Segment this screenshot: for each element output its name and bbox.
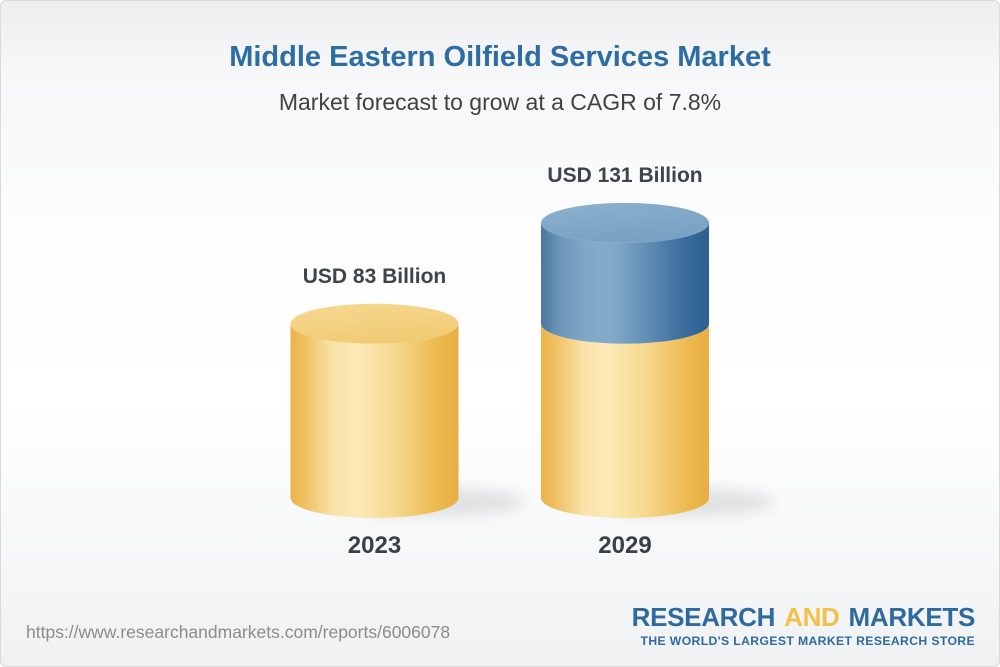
cylinder-segment-2023-0 <box>290 323 459 518</box>
logo-wordmark: RESEARCH AND MARKETS <box>631 602 976 632</box>
page-subtitle: Market forecast to grow at a CAGR of 7.8… <box>278 89 722 115</box>
research-and-markets-logo: RESEARCH AND MARKETS THE WORLD'S LARGEST… <box>631 602 976 649</box>
cylinder-segment-2029-0 <box>541 323 709 518</box>
page-title: Middle Eastern Oilfield Services Market <box>229 41 771 73</box>
logo-tagline: THE WORLD'S LARGEST MARKET RESEARCH STOR… <box>640 634 975 648</box>
logo-word-and: AND <box>784 602 840 632</box>
report-url-link[interactable]: https://www.researchandmarkets.com/repor… <box>26 622 451 642</box>
cylinder-segment-2029-1 <box>541 222 709 344</box>
cylinder-top-2023 <box>290 303 459 344</box>
bar-value-label-2023: USD 83 Billion <box>302 264 447 288</box>
logo-word-markets: MARKETS <box>848 602 976 632</box>
logo-word-research: RESEARCH <box>631 602 776 632</box>
cylinder-top-2029 <box>541 202 709 243</box>
cylinder-bar-2023 <box>290 303 525 518</box>
cylinder-bar-2029 <box>541 202 775 518</box>
bar-category-label-2023: 2023 <box>347 532 402 559</box>
bar-value-label-2029: USD 131 Billion <box>547 163 703 187</box>
bar-category-label-2029: 2029 <box>598 532 652 559</box>
